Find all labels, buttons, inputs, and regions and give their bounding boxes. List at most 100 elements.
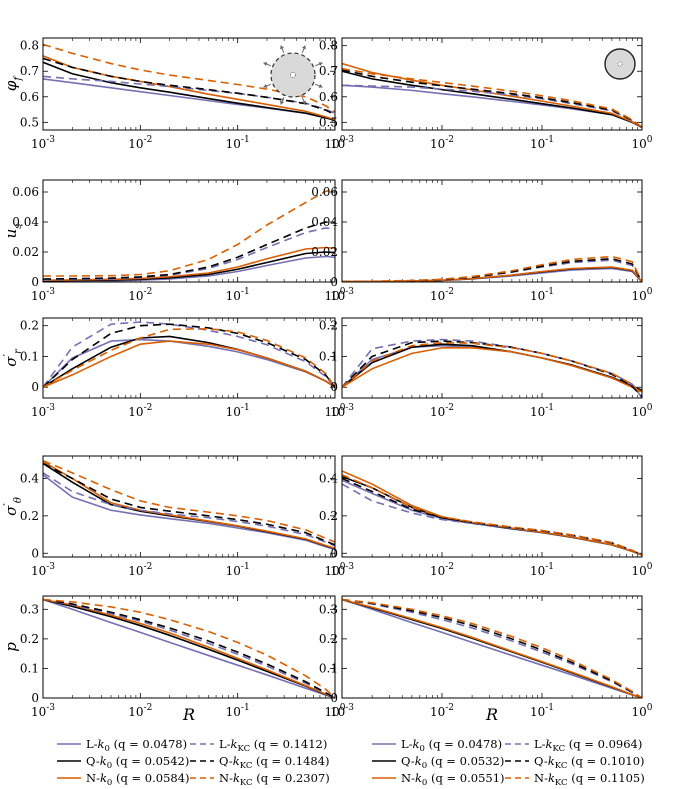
x-axis-label: R xyxy=(485,705,498,724)
y-label-symbol: p xyxy=(2,642,20,652)
x-tick-base: 10 xyxy=(631,705,646,719)
x-tick-label: 10-3 xyxy=(330,562,354,578)
y-tick-label: 0 xyxy=(31,691,39,705)
x-tick-exp: 0 xyxy=(647,135,653,145)
x-tick-base: 10 xyxy=(128,705,143,719)
arrowhead-icon xyxy=(263,83,268,88)
y-axis-label: φf xyxy=(2,75,24,92)
legend-q: (q = 0.0542) xyxy=(112,754,189,768)
y-axis-label: σ′r xyxy=(1,348,24,367)
y-tick-label: 0.4 xyxy=(319,471,338,485)
series-line-N-kKC xyxy=(342,67,642,129)
y-tick-label: 0.06 xyxy=(12,185,39,199)
x-tick-base: 10 xyxy=(430,289,445,303)
series-line-L-kKC xyxy=(43,321,335,388)
y-tick-label: 0.3 xyxy=(20,602,39,616)
x-tick-exp: 0 xyxy=(340,403,346,413)
legend-k: k xyxy=(233,771,240,785)
x-tick-base: 10 xyxy=(226,405,241,419)
x-tick-exp: 0 xyxy=(647,287,653,297)
series-group xyxy=(342,255,642,282)
legend-model: Q- xyxy=(401,754,415,768)
axes-frame xyxy=(341,37,643,131)
legend-entry-N-KC: N-kKC (q = 0.1105) xyxy=(534,771,645,788)
y-tick-label: 0 xyxy=(31,275,39,289)
y-axis-label: p xyxy=(2,642,20,652)
series-line-N-k0 xyxy=(342,347,642,393)
x-tick-exp: -1 xyxy=(545,403,554,413)
axes-frame xyxy=(42,179,336,283)
x-tick-label: 10-1 xyxy=(530,135,554,151)
legend-q: (q = 0.0478) xyxy=(425,737,502,751)
x-tick-base: 10 xyxy=(530,405,545,419)
x-tick-base: 10 xyxy=(330,405,345,419)
legend-model: L- xyxy=(401,737,413,751)
series-line-L-k0 xyxy=(43,598,335,698)
x-axis-label: R xyxy=(182,705,195,724)
legend-entry-Q-KC: Q-kKC (q = 0.1484) xyxy=(219,754,330,771)
x-tick-base: 10 xyxy=(31,405,46,419)
x-tick-label: 10-2 xyxy=(128,703,152,719)
x-tick-exp: -1 xyxy=(241,403,250,413)
series-line-Q-kKC xyxy=(342,598,642,698)
x-tick-base: 10 xyxy=(226,705,241,719)
legend-1: L-k0 (q = 0.0478) L-kKC (q = 0.1412)Q-k0 … xyxy=(57,737,330,788)
x-tick-label: 10-1 xyxy=(226,562,250,578)
x-tick-label: 10-1 xyxy=(530,403,554,419)
series-line-L-kKC xyxy=(43,472,335,547)
legend-model: N- xyxy=(401,771,415,785)
legend-ksub: 0 xyxy=(107,778,112,788)
series-line-N-kKC xyxy=(43,189,335,277)
y-tick-label: 0.04 xyxy=(12,215,39,229)
legend-model: Q- xyxy=(219,754,233,768)
arrowhead-icon xyxy=(263,62,268,67)
series-line-L-kKC xyxy=(43,75,335,115)
series-group xyxy=(43,459,335,551)
legend-k: k xyxy=(415,754,422,768)
series-line-L-kKC xyxy=(342,259,642,282)
x-tick-label: 10-3 xyxy=(330,703,354,719)
x-tick-label: 100 xyxy=(324,287,345,303)
series-line-Q-kKC xyxy=(342,257,642,282)
x-tick-label: 10-2 xyxy=(128,562,152,578)
x-tick-exp: 0 xyxy=(340,287,346,297)
legend-model: L- xyxy=(219,737,231,751)
y-tick-label: 0.4 xyxy=(20,471,39,485)
x-tick-base: 10 xyxy=(324,137,339,151)
x-tick-base: 10 xyxy=(324,405,339,419)
y-tick-label: 0 xyxy=(31,546,39,560)
y-tick-label: 0.7 xyxy=(319,64,338,78)
series-line-Q-k0 xyxy=(342,70,642,129)
y-label-symbol: σ xyxy=(2,356,20,367)
x-tick-label: 10-1 xyxy=(226,287,250,303)
y-tick-label: 0.7 xyxy=(20,64,39,78)
legend-k: k xyxy=(100,754,107,768)
x-tick-base: 10 xyxy=(430,405,445,419)
x-tick-label: 100 xyxy=(631,403,652,419)
x-tick-label: 100 xyxy=(324,403,345,419)
x-tick-base: 10 xyxy=(128,564,143,578)
x-tick-exp: -2 xyxy=(144,287,153,297)
legend-ksub: 0 xyxy=(422,778,427,788)
legend-q: (q = 0.1010) xyxy=(567,754,644,768)
legend-entry-L-KC: L-kKC (q = 0.1412) xyxy=(219,737,327,754)
arrowhead-icon xyxy=(318,83,323,88)
y-tick-label: 0.2 xyxy=(319,319,338,333)
legend-q: (q = 0.0478) xyxy=(110,737,187,751)
legend-k: k xyxy=(413,737,420,751)
y-tick-label: 0.8 xyxy=(319,39,338,53)
series-line-N-k0 xyxy=(342,62,642,129)
x-tick-base: 10 xyxy=(324,705,339,719)
legend-entry-L-0: L-k0 (q = 0.0478) xyxy=(401,737,502,754)
y-tick-label: 0 xyxy=(330,546,338,560)
y-label-sub: s xyxy=(13,224,24,229)
series-line-N-kKC xyxy=(43,43,335,113)
series-line-L-k0 xyxy=(43,255,335,282)
series-line-Q-kKC xyxy=(342,69,642,129)
y-tick-label: 0.5 xyxy=(20,115,39,129)
arrowhead-icon xyxy=(318,62,323,67)
x-tick-label: 100 xyxy=(324,135,345,151)
